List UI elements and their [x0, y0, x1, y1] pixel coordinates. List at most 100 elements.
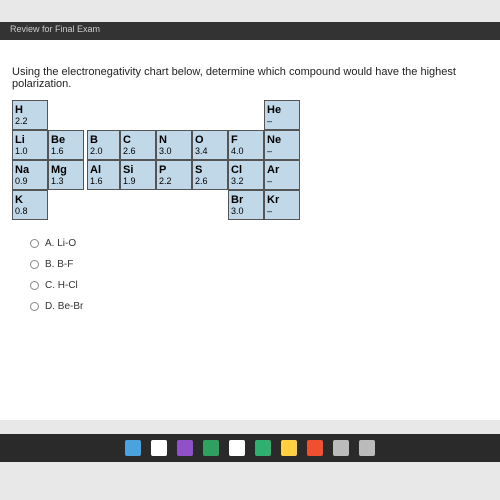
taskbar-app-icon[interactable]	[203, 440, 219, 456]
element-symbol: Kr	[267, 195, 297, 206]
element-symbol: Be	[51, 135, 81, 146]
option-label: B. B-F	[45, 259, 73, 270]
empty-cell	[228, 100, 264, 130]
taskbar-app-icon[interactable]	[359, 440, 375, 456]
empty-cell	[84, 100, 120, 130]
element-cell-Be: Be1.6	[48, 130, 84, 160]
taskbar-app-icon[interactable]	[333, 440, 349, 456]
taskbar-app-icon[interactable]	[281, 440, 297, 456]
element-en: –	[267, 177, 297, 186]
option-C[interactable]: C. H-Cl	[30, 280, 488, 291]
element-cell-F: F4.0	[228, 130, 264, 160]
empty-cell	[156, 190, 192, 220]
element-cell-P: P2.2	[156, 160, 192, 190]
element-symbol: B	[90, 135, 117, 146]
periodic-table: H2.2He–Li1.0Be1.6B2.0C2.6N3.0O3.4F4.0Ne–…	[12, 100, 488, 220]
element-cell-Ne: Ne–	[264, 130, 300, 160]
element-en: 2.6	[195, 177, 225, 186]
element-en: 1.0	[15, 147, 45, 156]
element-en: 3.0	[231, 207, 261, 216]
empty-cell	[120, 190, 156, 220]
element-cell-Li: Li1.0	[12, 130, 48, 160]
element-cell-K: K0.8	[12, 190, 48, 220]
element-cell-Kr: Kr–	[264, 190, 300, 220]
radio-icon[interactable]	[30, 281, 39, 290]
option-label: A. Li-O	[45, 238, 76, 249]
header-bar: Review for Final Exam	[0, 22, 500, 40]
element-en: 2.0	[90, 147, 117, 156]
taskbar-app-icon[interactable]	[151, 440, 167, 456]
element-en: 3.0	[159, 147, 189, 156]
radio-icon[interactable]	[30, 239, 39, 248]
screen-area: Using the electronegativity chart below,…	[0, 40, 500, 420]
element-symbol: He	[267, 105, 297, 116]
element-cell-B: B2.0	[87, 130, 120, 160]
element-en: 1.6	[90, 177, 117, 186]
element-symbol: Ne	[267, 135, 297, 146]
element-en: 4.0	[231, 147, 261, 156]
element-en: 2.2	[15, 117, 45, 126]
taskbar-app-icon[interactable]	[229, 440, 245, 456]
element-en: 3.2	[231, 177, 261, 186]
element-cell-Cl: Cl3.2	[228, 160, 264, 190]
empty-cell	[192, 190, 228, 220]
option-A[interactable]: A. Li-O	[30, 238, 488, 249]
element-cell-N: N3.0	[156, 130, 192, 160]
photo-frame: Review for Final Exam Using the electron…	[0, 0, 500, 500]
element-en: –	[267, 207, 297, 216]
element-en: 0.8	[15, 207, 45, 216]
element-symbol: K	[15, 195, 45, 206]
header-title: Review for Final Exam	[10, 24, 100, 34]
option-label: C. H-Cl	[45, 280, 78, 291]
taskbar	[0, 434, 500, 462]
option-B[interactable]: B. B-F	[30, 259, 488, 270]
element-cell-H: H2.2	[12, 100, 48, 130]
element-en: 1.3	[51, 177, 81, 186]
element-en: 2.6	[123, 147, 153, 156]
element-cell-C: C2.6	[120, 130, 156, 160]
element-cell-Ar: Ar–	[264, 160, 300, 190]
taskbar-app-icon[interactable]	[125, 440, 141, 456]
taskbar-app-icon[interactable]	[255, 440, 271, 456]
answer-options: A. Li-O B. B-F C. H-Cl D. Be-Br	[30, 238, 488, 312]
element-symbol: P	[159, 165, 189, 176]
element-symbol: Mg	[51, 165, 81, 176]
element-en: –	[267, 117, 297, 126]
empty-cell	[48, 190, 84, 220]
taskbar-app-icon[interactable]	[307, 440, 323, 456]
element-cell-S: S2.6	[192, 160, 228, 190]
question-text: Using the electronegativity chart below,…	[12, 66, 488, 90]
empty-cell	[84, 190, 120, 220]
option-D[interactable]: D. Be-Br	[30, 301, 488, 312]
element-cell-Br: Br3.0	[228, 190, 264, 220]
element-en: 1.6	[51, 147, 81, 156]
empty-cell	[120, 100, 156, 130]
taskbar-app-icon[interactable]	[177, 440, 193, 456]
option-label: D. Be-Br	[45, 301, 83, 312]
element-symbol: S	[195, 165, 225, 176]
element-symbol: Ar	[267, 165, 297, 176]
element-symbol: C	[123, 135, 153, 146]
empty-cell	[48, 100, 84, 130]
element-symbol: Cl	[231, 165, 261, 176]
element-en: –	[267, 147, 297, 156]
element-en: 0.9	[15, 177, 45, 186]
element-symbol: Br	[231, 195, 261, 206]
element-en: 2.2	[159, 177, 189, 186]
empty-cell	[192, 100, 228, 130]
element-cell-He: He–	[264, 100, 300, 130]
radio-icon[interactable]	[30, 260, 39, 269]
element-symbol: N	[159, 135, 189, 146]
element-symbol: F	[231, 135, 261, 146]
empty-cell	[156, 100, 192, 130]
element-cell-Si: Si1.9	[120, 160, 156, 190]
element-symbol: O	[195, 135, 225, 146]
element-en: 1.9	[123, 177, 153, 186]
element-en: 3.4	[195, 147, 225, 156]
element-symbol: Li	[15, 135, 45, 146]
element-symbol: Si	[123, 165, 153, 176]
radio-icon[interactable]	[30, 302, 39, 311]
element-symbol: H	[15, 105, 45, 116]
element-cell-Al: Al1.6	[87, 160, 120, 190]
element-symbol: Al	[90, 165, 117, 176]
